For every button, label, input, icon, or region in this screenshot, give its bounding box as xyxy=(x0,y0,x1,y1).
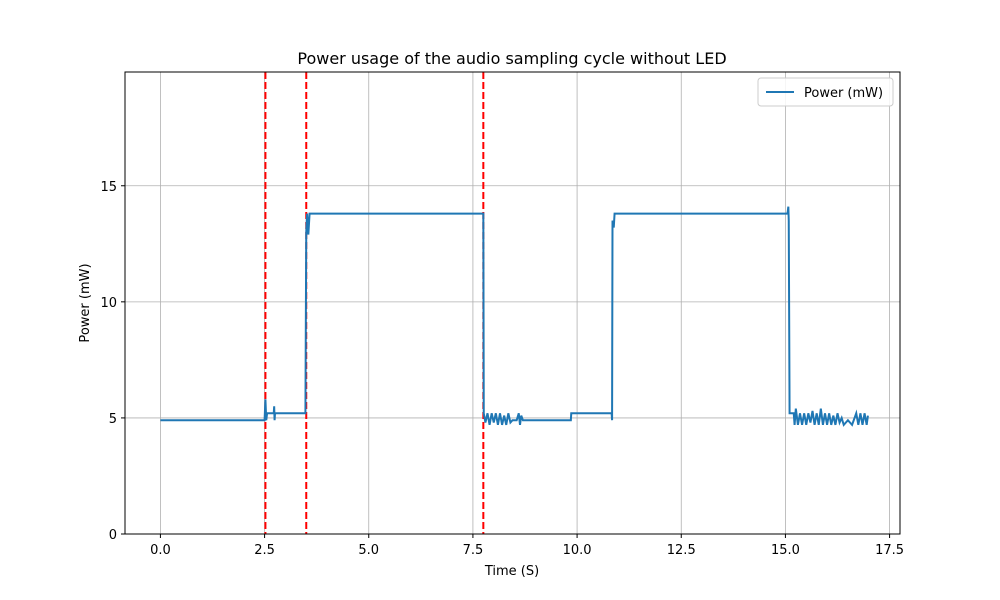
plot-frame xyxy=(124,71,901,535)
x-tick-label: 17.5 xyxy=(875,543,904,558)
x-axis-ticks: 0.0 2.5 5.0 7.5 10.0 12.5 15.0 17.5 xyxy=(150,534,904,558)
x-tick-label: 7.5 xyxy=(463,543,484,558)
x-tick-label: 12.5 xyxy=(667,543,696,558)
x-tick-label: 5.0 xyxy=(358,543,379,558)
marker-lines xyxy=(264,72,485,534)
series-line-power xyxy=(160,206,869,427)
legend: Power (mW) xyxy=(757,77,894,107)
legend-box xyxy=(757,77,894,107)
y-tick-label: 10 xyxy=(100,296,117,311)
series-layer xyxy=(160,206,869,427)
chart-title: Power usage of the audio sampling cycle … xyxy=(297,49,726,68)
x-tick-label: 0.0 xyxy=(150,543,171,558)
y-axis-label: Power (mW) xyxy=(78,263,93,342)
y-axis-ticks: 0 5 10 15 xyxy=(100,180,125,543)
x-tick-label: 10.0 xyxy=(563,543,592,558)
x-tick-label: 15.0 xyxy=(771,543,800,558)
y-tick-label: 15 xyxy=(100,180,117,195)
legend-label-power: Power (mW) xyxy=(804,86,883,101)
x-tick-label: 2.5 xyxy=(254,543,275,558)
x-axis-label: Time (S) xyxy=(484,564,539,579)
grid-layer xyxy=(125,72,900,535)
y-tick-label: 5 xyxy=(109,412,117,427)
y-tick-label: 0 xyxy=(109,528,117,543)
